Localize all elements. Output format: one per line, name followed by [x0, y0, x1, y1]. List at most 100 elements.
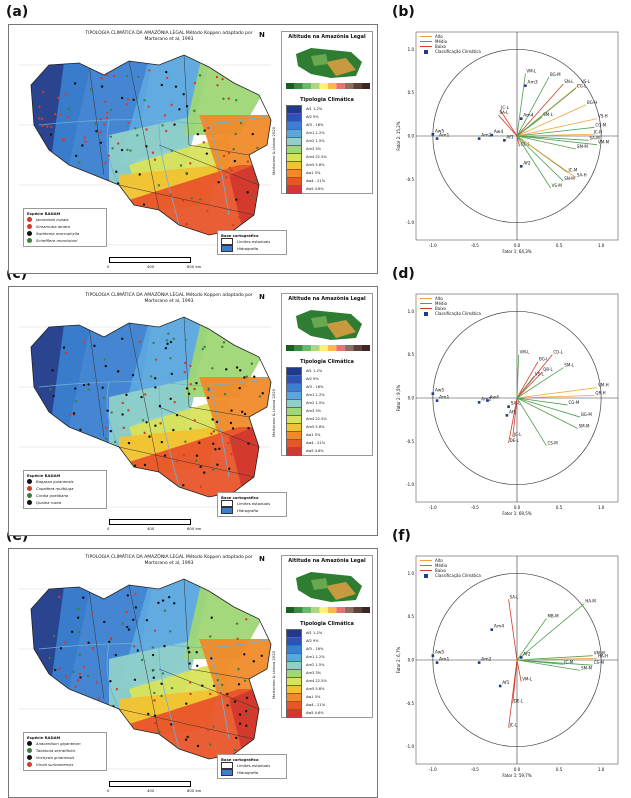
occurrence-point	[112, 738, 115, 742]
occurrence-point	[185, 171, 188, 175]
climate-class-label: Af1 1-2%	[306, 631, 323, 635]
loading-vector	[516, 397, 578, 429]
occurrence-point	[56, 721, 60, 724]
occurrence-point	[198, 74, 202, 77]
occurrence-point	[57, 700, 60, 704]
altitude-title: Altitude na Amazônia Legal	[288, 296, 366, 302]
climate-class-point	[519, 117, 523, 120]
occurrence-point	[178, 108, 181, 111]
occurrence-point	[143, 463, 147, 467]
point-label: Af2	[523, 651, 531, 657]
vector-label: VS-L	[535, 371, 545, 376]
species-legend-title: Espécie RADAM	[27, 211, 61, 216]
occurrence-point	[212, 684, 216, 688]
climate-swatch	[286, 184, 302, 194]
y-tick-label: -0.5	[406, 701, 414, 706]
occurrence-point	[195, 651, 198, 654]
loading-vector	[508, 599, 518, 661]
pca-legend-label: Médio	[435, 39, 448, 44]
point-label: Am3	[527, 80, 537, 86]
occurrence-point	[254, 224, 258, 227]
occurrence-point	[182, 453, 186, 457]
occurrence-point	[161, 599, 165, 602]
occurrence-point	[201, 684, 204, 687]
loading-vector	[499, 109, 518, 137]
loading-vector	[516, 397, 581, 418]
occurrence-point	[79, 676, 82, 679]
occurrence-point	[243, 653, 246, 656]
occurrence-point	[236, 702, 239, 706]
point-label: SA-L	[511, 401, 522, 407]
occurrence-point	[231, 427, 235, 430]
point-label: Af2	[523, 160, 531, 166]
climate-class-row: Aw5 4.6%	[286, 184, 368, 194]
occurrence-point	[154, 377, 157, 380]
vector-label: MB-M	[547, 613, 559, 618]
vector-label: CG-L	[553, 350, 563, 355]
occurrence-point	[215, 75, 219, 79]
loading-vector	[516, 104, 587, 137]
border-line-icon	[221, 238, 233, 245]
base-item-row: Hidrografia	[221, 769, 283, 776]
occurrence-point	[87, 388, 91, 391]
correlation-circle	[432, 310, 602, 486]
climate-legend: Altitude na Amazônia Legal Tipologia Clim…	[281, 31, 373, 194]
occurrence-point	[219, 595, 223, 598]
occurrence-point	[132, 618, 135, 622]
occurrence-point	[262, 722, 266, 726]
occurrence-point	[78, 441, 82, 444]
occurrence-point	[79, 428, 82, 431]
y-axis-label: Fator 2: 9,5%	[396, 384, 401, 411]
climate-class-label: Af2 9%	[306, 115, 319, 119]
x-tick-label: 0.0	[514, 243, 521, 248]
climate-class-row: Aw5 4.6%	[286, 708, 368, 718]
occurrence-point	[111, 730, 114, 734]
occurrence-point	[169, 397, 172, 400]
occurrence-point	[206, 209, 209, 213]
occurrence-point	[181, 199, 185, 202]
y-tick-label: 1.0	[408, 309, 415, 314]
x-tick-label: 0.5	[556, 767, 563, 772]
occurrence-point	[121, 401, 125, 405]
climate-class-label: Af1 1-2%	[306, 369, 323, 373]
occurrence-point	[237, 215, 241, 219]
occurrence-point	[112, 187, 116, 190]
vector-label: VM-L	[520, 350, 531, 355]
occurrence-point	[258, 156, 261, 160]
occurrence-point	[174, 85, 178, 88]
legend-line-icon	[420, 45, 432, 48]
species-marker-icon	[27, 755, 32, 760]
climate-class-label: Af2 9%	[306, 639, 319, 643]
climate-class-label: Aw4 - 21%	[306, 179, 326, 183]
x-axis-label: Fator 1: 59,7%	[502, 773, 531, 778]
climate-class-point	[519, 656, 523, 659]
vector-label: CG-M	[595, 122, 606, 127]
map-credit: Martorano & Lisboa 2020	[271, 388, 276, 437]
occurrence-point	[72, 412, 76, 415]
occurrence-point	[214, 448, 217, 451]
occurrence-point	[134, 606, 138, 609]
vector-label: SM-M	[581, 665, 592, 670]
occurrence-point	[136, 134, 139, 137]
occurrence-point	[246, 191, 249, 194]
occurrence-point	[99, 117, 102, 121]
species-legend-title: Espécie RADAM	[27, 473, 61, 478]
pca-biplot-svg: -1.0 -0.5 0.0 0.5 1.0 1.0 0.5 0.0 -0.5 -1.0 Fator …	[396, 555, 619, 778]
loading-vector	[516, 371, 543, 399]
vector-label: SA-H	[577, 173, 587, 178]
occurrence-point	[254, 180, 257, 183]
occurrence-point	[235, 736, 238, 740]
occurrence-point	[147, 712, 150, 716]
occurrence-point	[138, 340, 141, 343]
occurrence-point	[253, 375, 256, 378]
occurrence-point	[120, 96, 124, 100]
climate-class-point	[503, 139, 506, 142]
vector-label: JC-L	[513, 432, 522, 437]
occurrence-point	[170, 103, 173, 107]
occurrence-point	[110, 411, 113, 414]
occurrence-point	[106, 409, 109, 412]
occurrence-point	[100, 77, 103, 80]
climate-class-label: Am3 3%	[306, 671, 322, 675]
occurrence-point	[203, 345, 206, 349]
occurrence-point	[188, 662, 191, 665]
